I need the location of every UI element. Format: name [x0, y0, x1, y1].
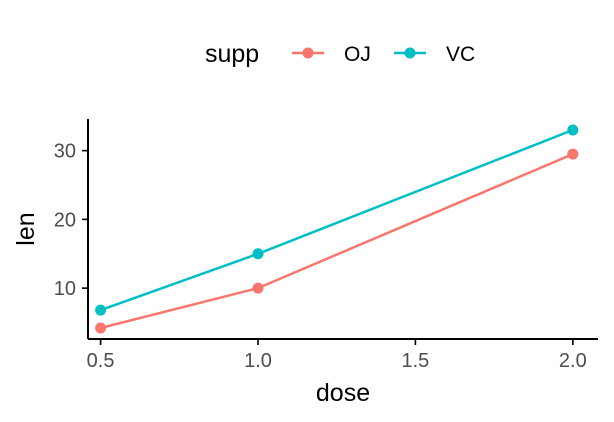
legend-key-vc-marker — [404, 47, 416, 59]
x-tick-label: 1.0 — [244, 350, 272, 372]
x-axis-title: dose — [316, 379, 370, 407]
y-tick-label: 30 — [54, 141, 76, 163]
data-point-vc — [252, 248, 264, 260]
data-point-oj — [567, 148, 579, 160]
data-point-vc — [567, 124, 579, 136]
y-tick-label: 10 — [54, 278, 76, 300]
data-point-oj — [252, 282, 264, 294]
x-tick-label: 1.5 — [402, 350, 430, 372]
series-line-oj — [100, 152, 574, 330]
x-axis-ticks: 0.5 1.0 1.5 2.0 — [87, 339, 587, 372]
data-point-vc — [95, 304, 107, 316]
series-layer — [95, 124, 579, 334]
series-line-vc — [100, 128, 574, 312]
x-tick-label: 2.0 — [559, 350, 587, 372]
legend-title: supp — [205, 40, 259, 68]
y-axis-ticks: 10 20 30 — [54, 141, 88, 300]
y-tick-label: 20 — [54, 209, 76, 231]
data-point-oj — [95, 322, 107, 334]
y-axis-title: len — [12, 212, 40, 245]
legend: supp OJ VC — [205, 40, 475, 68]
legend-label-vc: VC — [446, 43, 475, 66]
x-tick-label: 0.5 — [87, 350, 115, 372]
legend-key-oj-marker — [302, 47, 314, 59]
legend-label-oj: OJ — [344, 43, 371, 66]
